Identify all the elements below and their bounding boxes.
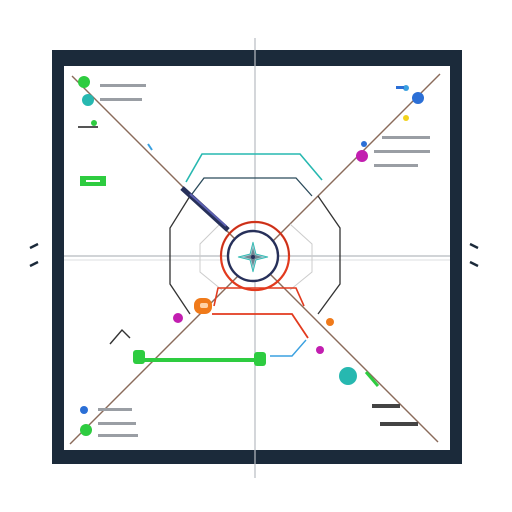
octagon-outline-left (169, 195, 191, 315)
green-segment-lower (364, 371, 380, 387)
dark-bar-br-1 (372, 404, 400, 408)
gray-bar-tl-2 (100, 98, 142, 101)
teal-dot-tl[interactable] (82, 94, 94, 106)
bracket-tick-icon-left (29, 242, 39, 268)
blue-dot-tr-2[interactable] (361, 141, 367, 147)
gray-bar-tl-1 (100, 84, 146, 87)
blue-dot-tr[interactable] (412, 92, 424, 104)
gray-bar-tr-2 (374, 150, 430, 153)
green-dot-tl[interactable] (78, 76, 90, 88)
gray-bar-bl-1 (98, 408, 132, 411)
dark-bracket-top (191, 177, 313, 197)
navy-bar-light (189, 193, 227, 227)
green-node-left[interactable] (133, 350, 145, 364)
red-line-lower (212, 313, 309, 339)
dark-bar-br-2 (380, 422, 418, 426)
blue-dot-bl[interactable] (80, 406, 88, 414)
bracket-tick-icon-right (469, 242, 479, 268)
magenta-dot-tr[interactable] (356, 150, 368, 162)
blue-dot-tr-small[interactable] (403, 85, 409, 91)
compass-rose-icon (237, 241, 269, 273)
light-blue-line (270, 339, 307, 357)
gray-bar-tl-3 (78, 126, 98, 128)
gray-bar-tr-3 (374, 164, 418, 167)
blue-dash-tr (396, 86, 404, 89)
magenta-dot-lower[interactable] (316, 346, 324, 354)
octagon-inner-left (199, 223, 223, 291)
white-line-badge (86, 180, 100, 182)
octagon-outline-right (317, 195, 341, 315)
green-node-right[interactable] (254, 352, 266, 366)
teal-dot-lower[interactable] (339, 367, 357, 385)
gray-bar-tr-1 (382, 136, 430, 139)
red-bracket-lower (213, 287, 305, 307)
orange-node-inner (200, 303, 208, 308)
teal-bracket-top (185, 153, 323, 183)
green-dot-bl[interactable] (80, 424, 92, 436)
orange-dot-lower[interactable] (326, 318, 334, 326)
gray-bar-bl-3 (98, 434, 138, 437)
green-dot-tl-small[interactable] (91, 120, 97, 126)
dark-stub-left (109, 328, 131, 345)
gray-bar-bl-2 (98, 422, 136, 425)
octagon-inner-right (289, 223, 313, 291)
magenta-dot-left[interactable] (173, 313, 183, 323)
red-ring-arc (220, 221, 290, 257)
blue-tick-top (147, 143, 153, 151)
yellow-dot-tr[interactable] (403, 115, 409, 121)
